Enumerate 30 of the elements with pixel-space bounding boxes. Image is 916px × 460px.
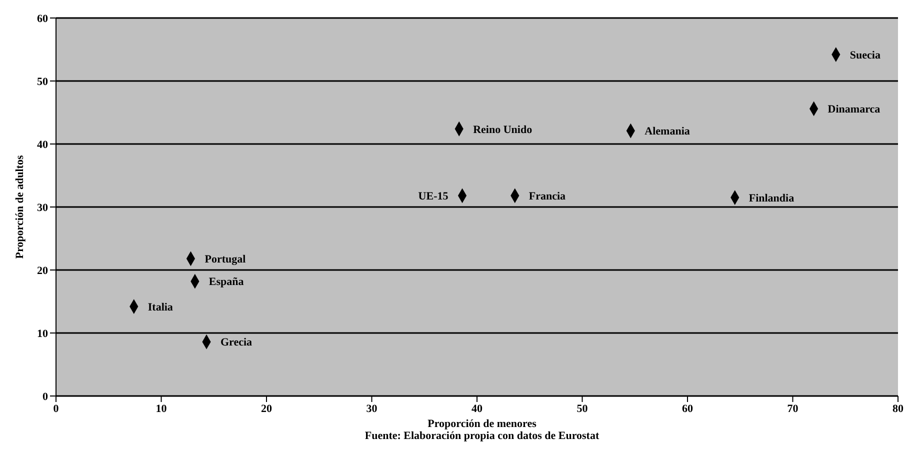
y-tick-label: 50 bbox=[37, 76, 48, 88]
annotation: UE-15 bbox=[418, 190, 449, 203]
x-tick-label: 60 bbox=[682, 402, 694, 415]
annotation: Finlandia bbox=[748, 192, 795, 204]
y-tick-label: 60 bbox=[37, 12, 48, 25]
y-tick-label: 10 bbox=[37, 328, 48, 340]
y-axis-title: Proporción de adultos bbox=[14, 154, 26, 259]
annotation: Reino Unido bbox=[473, 124, 533, 136]
y-tick-label: 40 bbox=[37, 138, 48, 151]
x-tick-label: 20 bbox=[261, 402, 272, 415]
annotation: Grecia bbox=[220, 336, 253, 349]
y-tick-label: 0 bbox=[42, 390, 48, 403]
annotation: Francia bbox=[528, 190, 566, 203]
x-tick-label: 0 bbox=[53, 402, 60, 415]
x-tick-label: 10 bbox=[156, 402, 168, 415]
x-tick-label: 50 bbox=[576, 402, 588, 415]
annotation: Dinamarca bbox=[828, 104, 881, 116]
annotation: Italia bbox=[148, 301, 174, 314]
source-note: Fuente: Elaboración propia con datos de Eurostat bbox=[364, 430, 600, 442]
annotation: Alemania bbox=[644, 126, 690, 138]
y-tick-label: 30 bbox=[37, 202, 48, 214]
y-tick-label: 20 bbox=[37, 264, 48, 277]
annotation: España bbox=[208, 276, 244, 288]
x-tick-label: 30 bbox=[366, 402, 378, 415]
x-axis-title: Proporción de menores bbox=[426, 418, 538, 430]
x-tick-label: 70 bbox=[787, 402, 799, 415]
x-tick-label: 40 bbox=[472, 402, 483, 415]
annotation: Portugal bbox=[204, 254, 246, 266]
x-tick-label: 80 bbox=[892, 402, 904, 415]
annotation: Suecia bbox=[850, 49, 881, 62]
